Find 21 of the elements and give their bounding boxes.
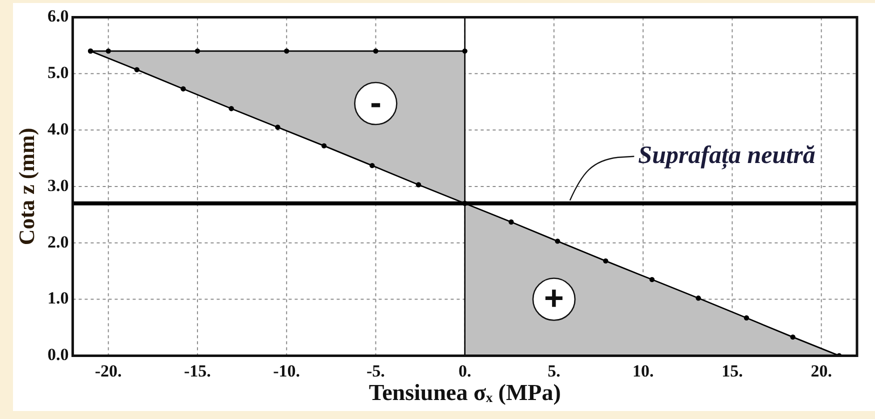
- x-axis-title: Tensiunea σₓ (MPa): [368, 380, 561, 406]
- y-axis-title: Cota z (mm): [14, 128, 39, 246]
- annotation: +: [544, 280, 564, 318]
- y-tick-label: 1.0: [47, 288, 69, 308]
- x-tick-label: -5.: [366, 361, 385, 380]
- x-tick-label: -15.: [184, 361, 211, 380]
- y-tick-label: 3.0: [47, 176, 69, 195]
- y-tick-label: 5.0: [47, 63, 69, 82]
- y-tick-label: 6.0: [47, 6, 69, 26]
- x-tick-label: 15.: [722, 361, 743, 380]
- x-tick-label: 10.: [632, 361, 654, 380]
- ref-line-label: Suprafața neutră: [638, 142, 816, 170]
- x-tick-label: -20.: [94, 361, 122, 380]
- annotation: -: [370, 84, 382, 122]
- y-tick-label: 0.0: [47, 345, 69, 364]
- x-tick-label: 20.: [810, 361, 832, 380]
- x-tick-label: 5.: [548, 361, 560, 380]
- x-tick-label: 0.: [458, 361, 472, 380]
- y-tick-label: 2.0: [47, 232, 69, 252]
- x-tick-label: -10.: [273, 361, 300, 380]
- y-tick-label: 4.0: [47, 119, 69, 138]
